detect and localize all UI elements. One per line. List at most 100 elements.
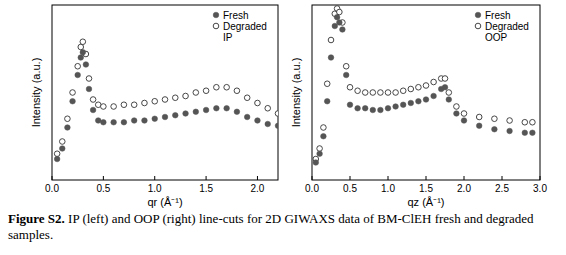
data-point: [343, 72, 349, 78]
data-point: [328, 37, 334, 43]
data-point: [347, 84, 353, 90]
legend-marker: [213, 23, 219, 29]
data-point: [461, 118, 467, 124]
data-point: [492, 116, 498, 122]
data-point: [400, 102, 406, 108]
x-tick: [103, 176, 104, 180]
x-tick: [257, 176, 258, 180]
data-point: [86, 76, 92, 82]
data-point: [121, 119, 127, 125]
x-tick-label: 2.0: [457, 183, 471, 194]
plot-frame: [312, 5, 540, 180]
data-point: [83, 62, 89, 68]
data-point: [162, 114, 168, 120]
data-point: [507, 128, 513, 134]
data-point: [59, 146, 65, 152]
x-tick-label: 0.5: [96, 183, 110, 194]
data-point: [522, 130, 528, 136]
data-point: [78, 44, 84, 50]
x-tick-label: 0.5: [343, 183, 357, 194]
data-point: [454, 111, 460, 117]
data-point: [59, 139, 65, 145]
data-point: [111, 104, 117, 110]
chart: 0.00.51.01.52.02.53.0qz (Å⁻¹)Intensity (…: [290, 5, 547, 208]
data-point: [385, 90, 391, 96]
data-point: [400, 88, 406, 94]
data-point: [131, 102, 137, 108]
data-point: [172, 95, 178, 101]
legend-marker: [213, 12, 219, 18]
x-tick: [502, 176, 503, 180]
marks: [313, 6, 535, 166]
data-point: [80, 49, 86, 55]
x-tick: [206, 176, 207, 180]
data-point: [476, 123, 482, 129]
data-point: [530, 130, 536, 136]
data-point: [244, 95, 250, 101]
data-point: [90, 97, 96, 103]
data-point: [65, 116, 71, 122]
data-point: [355, 105, 361, 111]
x-tick: [388, 176, 389, 180]
data-point: [183, 111, 189, 117]
data-point: [408, 100, 414, 106]
data-point: [313, 160, 319, 166]
legend-marker: [475, 23, 481, 29]
data-point: [131, 118, 137, 124]
data-point: [454, 104, 460, 110]
data-point: [461, 111, 467, 117]
x-tick: [464, 176, 465, 180]
chart: 0.00.51.01.52.0qr (Å⁻¹)Intensity (a.u.)F…: [30, 5, 281, 208]
data-point: [214, 105, 220, 111]
data-point: [203, 88, 209, 94]
data-point: [442, 76, 448, 82]
data-point: [224, 105, 230, 111]
data-point: [78, 55, 84, 61]
data-point: [337, 20, 343, 26]
data-point: [321, 133, 327, 139]
figure: 0.00.51.01.52.0qr (Å⁻¹)Intensity (a.u.)F…: [0, 0, 566, 210]
data-point: [522, 119, 528, 125]
x-tick: [426, 176, 427, 180]
caption: Figure S2. IP (left) and OOP (right) lin…: [8, 211, 556, 243]
data-point: [255, 118, 261, 124]
data-point: [393, 104, 399, 110]
data-point: [328, 55, 334, 61]
x-tick: [154, 176, 155, 180]
caption-text: IP (left) and OOP (right) line-cuts for …: [8, 211, 534, 242]
x-tick-label: 3.0: [533, 183, 547, 194]
data-point: [317, 146, 323, 152]
data-point: [244, 114, 250, 120]
data-point: [70, 90, 76, 96]
data-point: [416, 98, 422, 104]
data-point: [393, 90, 399, 96]
x-axis-label: qr (Å⁻¹): [147, 196, 182, 208]
data-point: [321, 125, 327, 131]
data-point: [101, 104, 107, 110]
x-tick-label: 0.0: [45, 183, 59, 194]
data-point: [70, 98, 76, 104]
data-point: [224, 84, 230, 90]
data-point: [65, 125, 71, 131]
x-tick-label: 1.0: [381, 183, 395, 194]
x-tick-label: 2.0: [251, 183, 265, 194]
legend: FreshDegradedIP: [213, 10, 267, 43]
data-point: [378, 90, 384, 96]
data-point: [275, 111, 278, 117]
data-point: [324, 98, 330, 104]
data-point: [275, 123, 278, 129]
data-point: [95, 118, 101, 124]
data-point: [431, 79, 437, 85]
data-point: [347, 102, 353, 108]
x-tick-label: 1.0: [148, 183, 162, 194]
data-point: [317, 151, 323, 157]
data-point: [121, 102, 127, 108]
data-point: [101, 119, 107, 125]
x-tick: [312, 176, 313, 180]
x-tick: [540, 176, 541, 180]
data-point: [142, 118, 148, 124]
data-point: [507, 118, 513, 124]
data-point: [446, 90, 452, 96]
data-point: [54, 151, 60, 157]
x-tick: [350, 176, 351, 180]
